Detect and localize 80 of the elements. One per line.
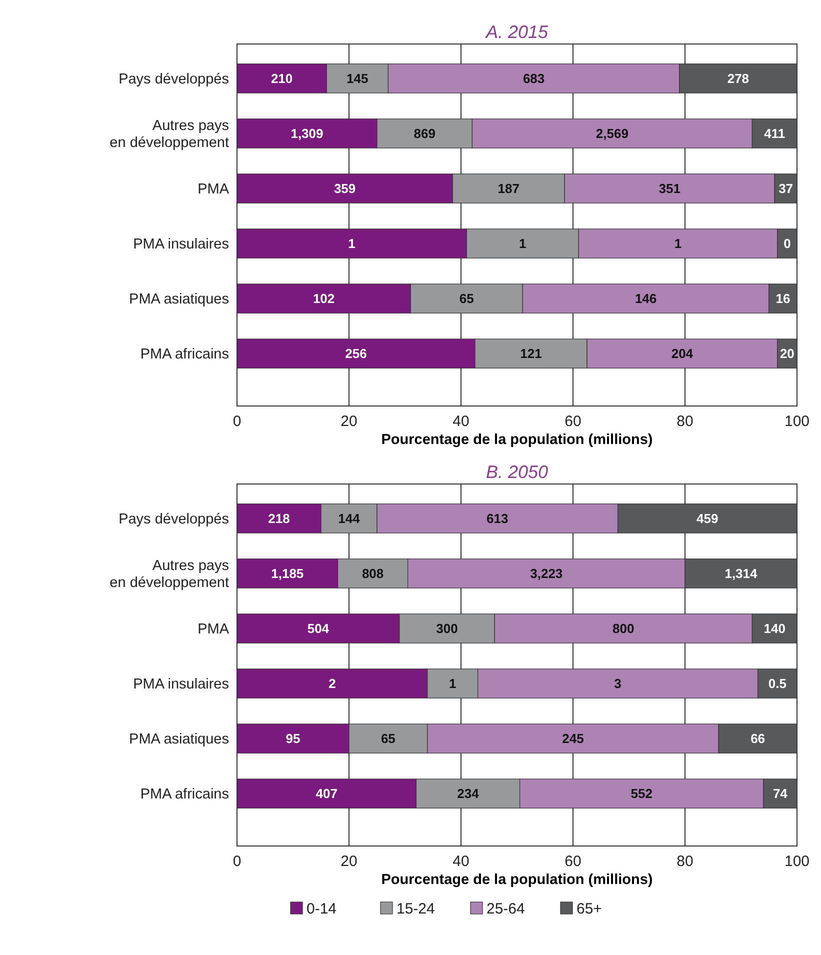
x-tick-label: 20 [340,853,358,870]
legend-label: 15-24 [396,900,435,918]
x-tick-label: 0 [232,853,242,870]
annotation: 459 [696,510,718,526]
chart-title: A. 2015 [484,22,550,42]
annotation: 218 [268,510,290,526]
annotation: 121 [520,346,542,362]
annotation: 552 [630,786,652,802]
x-tick-label: 40 [452,853,470,870]
annotation: 140 [764,621,786,636]
annotation: 74 [772,786,788,802]
annotation: 800 [612,621,634,636]
annotation: 351 [658,181,680,196]
annotation: 2,569 [596,126,628,142]
y-tick-label: PMA [198,622,230,638]
annotation: 0 [784,236,791,252]
annotation: 1,185 [271,566,304,582]
y-tick-label: PMA insulaires [133,236,229,253]
y-tick-label: Pays développés [118,512,229,528]
y-tick-label: PMA asiatiques [129,732,229,748]
annotation: 20 [780,346,794,362]
legend-label: 25-64 [486,900,525,918]
y-tick-label: PMA [198,182,230,198]
y-tick-label: Autres pays en développement [110,118,229,152]
annotation: 1,309 [290,126,324,142]
annotation: 66 [750,731,766,746]
annotation: 245 [562,731,584,746]
x-tick-label: 60 [564,853,582,870]
annotation: 65 [459,291,474,306]
x-axis-title: Pourcentage de la population (millions) [381,432,653,448]
x-tick-label: 80 [676,413,694,430]
y-tick-label: PMA asiatiques [129,292,229,308]
annotation: 37 [778,181,794,196]
annotation: 1 [674,236,682,252]
annotation: 504 [307,621,330,636]
annotation: 204 [671,346,694,362]
annotation: 808 [362,566,384,582]
y-tick-label: Pays développés [118,72,229,88]
legend-label: 65+ [576,900,602,918]
legend-label: 0-14 [306,900,337,918]
x-axis-title: Pourcentage de la population (millions) [381,872,653,888]
annotation: 300 [436,621,458,636]
annotation: 1,314 [724,566,758,582]
y-tick-label: Autres pays en développement [110,558,229,592]
annotation: 278 [727,70,750,86]
y-tick-label: PMA africains [140,346,229,363]
annotation: 1 [348,236,356,252]
annotation: 411 [764,126,786,142]
annotation: 407 [316,786,338,802]
annotation: 2 [328,676,336,692]
annotation: 869 [414,126,436,142]
x-tick-label: 100 [784,413,810,430]
x-tick-label: 20 [340,413,358,430]
annotation: 683 [522,70,545,86]
y-tick-label: PMA insulaires [133,676,229,693]
annotation: 65 [380,731,396,746]
annotation: 234 [457,786,480,802]
annotation: 95 [286,731,300,746]
annotation: 0.5 [768,676,786,692]
annotation: 102 [312,291,335,306]
annotation: 3 [614,676,622,692]
annotation: 210 [270,70,293,86]
x-tick-label: 40 [452,413,470,430]
annotation: 187 [498,181,520,196]
x-tick-label: 100 [784,853,810,870]
x-tick-label: 60 [564,413,582,430]
annotation: 16 [776,291,790,306]
annotation: 146 [634,291,657,306]
annotation: 1 [448,676,456,692]
annotation: 145 [346,70,368,86]
x-tick-label: 80 [676,853,694,870]
annotation: 359 [334,181,356,196]
annotation: 1 [518,236,526,252]
annotation: 613 [486,510,508,526]
annotation: 256 [345,346,367,362]
x-tick-label: 0 [232,413,242,430]
y-tick-label: PMA africains [140,786,229,803]
chart-title: B. 2050 [486,462,548,482]
annotation: 144 [338,510,361,526]
annotation: 3,223 [530,566,563,582]
